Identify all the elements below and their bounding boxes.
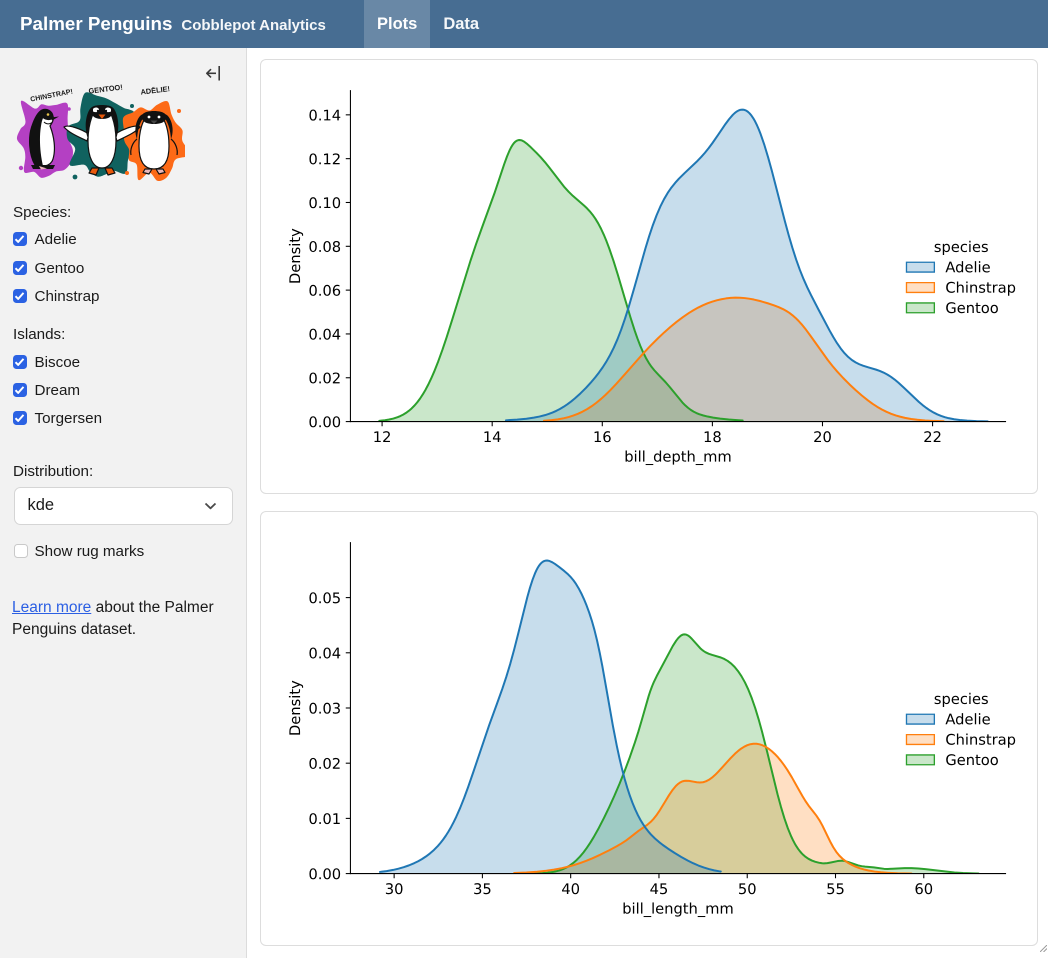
svg-text:GENTOO!: GENTOO! — [88, 83, 123, 96]
svg-text:ADĒLIE!: ADĒLIE! — [140, 84, 170, 97]
svg-text:CHINSTRAP!: CHINSTRAP! — [30, 88, 74, 103]
